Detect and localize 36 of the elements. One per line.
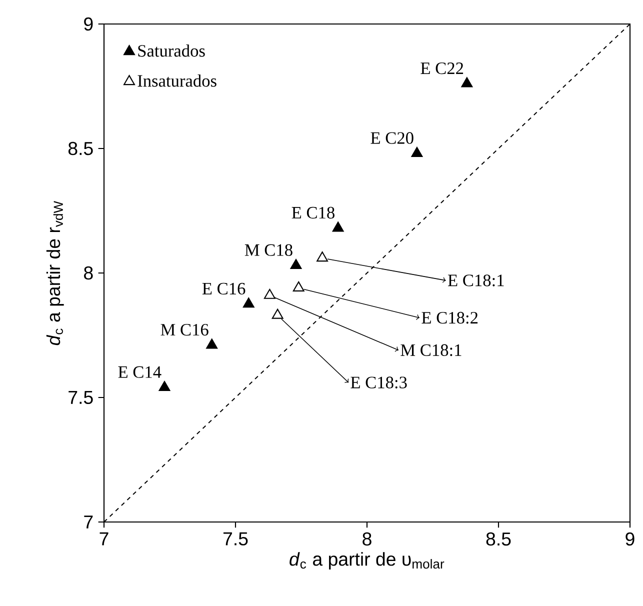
y-tick-label: 7.5 <box>68 390 93 404</box>
point <box>461 77 473 88</box>
annotation: E C20 <box>370 132 414 144</box>
x-tick-label: 8 <box>362 532 372 546</box>
x-axis-title: d$_{c}$ a partir de υ$_{molar}$ <box>290 552 444 570</box>
point <box>206 338 218 349</box>
legend-label: Insaturados <box>138 74 216 87</box>
annotation: E C18 <box>292 206 334 219</box>
y-axis-title: d$_{c}$ a partir de r$_{vdW}$ <box>46 200 64 346</box>
annotation: E C14 <box>118 366 162 378</box>
y-tick-label: 8 <box>84 266 93 280</box>
point <box>264 288 276 299</box>
point <box>242 298 254 308</box>
annotation: E C22 <box>420 62 464 74</box>
annotation: M C18 <box>244 244 292 256</box>
annotation: E C18:1 <box>448 274 504 286</box>
y-tick-label: 9 <box>84 17 93 31</box>
annotation: M C16 <box>160 324 208 336</box>
x-tick-label: 9 <box>626 532 634 546</box>
x-tick-label: 7.5 <box>223 532 248 546</box>
legend-label: Saturados <box>138 44 205 57</box>
annotation: E C18:2 <box>422 312 478 324</box>
annotation: M C18:1 <box>400 344 462 356</box>
x-tick-label: 7 <box>100 532 108 546</box>
x-tick-label: 8.5 <box>486 532 511 546</box>
point <box>316 252 328 262</box>
annotation: E C18:3 <box>350 376 407 388</box>
point <box>411 146 423 158</box>
point <box>272 308 284 319</box>
point <box>332 222 344 232</box>
point <box>292 281 304 292</box>
y-tick-label: 8.5 <box>68 142 93 156</box>
annotation: E C16 <box>202 282 246 295</box>
point <box>290 258 302 270</box>
y-tick-label: 7 <box>84 516 93 528</box>
point <box>158 380 170 392</box>
